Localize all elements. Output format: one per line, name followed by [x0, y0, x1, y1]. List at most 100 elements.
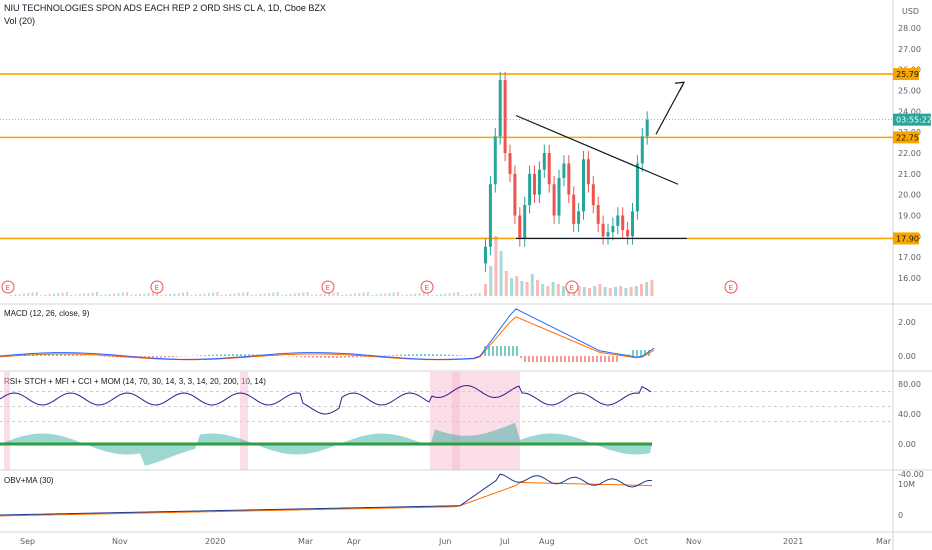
volume-bar — [323, 293, 326, 296]
macd-histogram-bar — [252, 354, 254, 356]
volume-bar — [207, 293, 210, 296]
volume-bar — [332, 292, 335, 296]
price-tick-label: 21.00 — [898, 170, 921, 179]
volume-bar — [405, 294, 408, 296]
volume-bar — [358, 293, 361, 296]
candle-body — [484, 246, 487, 264]
macd-histogram-bar — [212, 354, 214, 356]
current-price-label: 03:55:22 — [896, 116, 932, 125]
macd-histogram-bar — [296, 356, 298, 357]
volume-bar — [268, 293, 270, 296]
obv-ma-line — [0, 481, 653, 517]
macd-histogram-bar — [368, 356, 370, 357]
volume-bar — [113, 293, 116, 296]
macd-histogram-bar — [456, 355, 458, 356]
macd-histogram-bar — [528, 356, 530, 362]
macd-histogram-bar — [304, 356, 306, 358]
volume-bar — [134, 294, 137, 296]
obv-label: OBV+MA (30) — [4, 476, 54, 485]
earnings-marker — [565, 280, 579, 294]
macd-histogram-bar — [600, 356, 602, 362]
macd-histogram-bar — [168, 356, 170, 358]
volume-bar — [190, 295, 193, 296]
volume-bar — [169, 294, 172, 296]
candle-body — [586, 159, 590, 185]
volume-bar — [246, 292, 249, 296]
macd-histogram-bar — [340, 356, 342, 358]
macd-histogram-bar — [236, 354, 238, 356]
macd-histogram-bar — [312, 356, 314, 358]
rsi-line — [0, 385, 652, 415]
macd-histogram-bar — [432, 354, 434, 356]
volume-bar — [362, 292, 365, 296]
obv-tick-label: 0 — [898, 511, 903, 520]
candle-body — [542, 153, 546, 170]
volume-bar — [546, 286, 550, 296]
volume-bar — [216, 292, 219, 296]
volume-bar — [375, 294, 378, 296]
macd-histogram-bar — [52, 354, 54, 356]
macd-histogram-bar — [364, 356, 366, 357]
macd-histogram-bar — [440, 354, 442, 356]
volume-bar — [536, 280, 539, 296]
macd-histogram-bar — [572, 356, 574, 362]
obv-tick-label: 10M — [898, 480, 915, 489]
volume-bar — [186, 292, 189, 296]
volume-bar — [173, 293, 176, 296]
price-tick-label: 20.00 — [898, 191, 921, 200]
macd-histogram-bar — [592, 356, 594, 362]
volume-bar — [588, 288, 591, 296]
macd-histogram-bar — [408, 354, 410, 356]
macd-histogram-bar — [424, 354, 426, 356]
macd-histogram-bar — [228, 354, 230, 356]
candle-body — [493, 136, 497, 185]
macd-histogram-bar — [388, 355, 390, 356]
macd-histogram-bar — [616, 356, 618, 362]
volume-bar — [35, 292, 38, 296]
volume-bar — [289, 294, 292, 296]
macd-histogram-bar — [316, 356, 318, 358]
candle-body — [616, 215, 620, 226]
volume-bar — [74, 294, 77, 296]
volume-bar — [336, 292, 339, 296]
volume-bar — [354, 293, 356, 296]
x-axis-tick-label: 2020 — [205, 537, 225, 546]
macd-histogram-bar — [540, 356, 542, 362]
macd-histogram-bar — [348, 356, 350, 358]
macd-histogram-bar — [180, 356, 182, 357]
volume-bar — [44, 294, 47, 296]
macd-histogram-bar — [484, 346, 486, 356]
macd-histogram-bar — [500, 346, 502, 356]
macd-histogram-bar — [400, 354, 402, 356]
macd-histogram-bar — [260, 354, 262, 356]
volume-bar — [551, 282, 555, 296]
level-tag-label: 22.75 — [896, 133, 919, 142]
price-tick-label: 22.00 — [898, 149, 921, 158]
candle-body — [601, 223, 605, 237]
x-axis-tick-label: Apr — [347, 537, 362, 546]
volume-bar — [582, 287, 586, 296]
volume-bar — [634, 286, 638, 296]
x-axis-tick-label: Mar — [298, 537, 314, 546]
volume-bar — [139, 294, 141, 296]
volume-bar — [474, 293, 477, 296]
macd-histogram-bar — [200, 355, 202, 356]
macd-histogram-bar — [64, 354, 66, 356]
volume-bar — [465, 294, 468, 296]
macd-histogram-bar — [444, 354, 446, 356]
volume-bar — [293, 293, 296, 296]
currency-label: USD — [902, 7, 919, 16]
projection-arrow — [655, 83, 684, 135]
volume-bar — [414, 293, 417, 296]
macd-histogram-bar — [32, 354, 34, 356]
price-tick-label: 17.00 — [898, 253, 921, 262]
volume-bar — [272, 292, 275, 296]
volume-bar — [156, 292, 159, 296]
volume-bar — [541, 284, 545, 296]
macd-label: MACD (12, 26, close, 9) — [4, 309, 90, 318]
macd-histogram-bar — [648, 350, 650, 356]
macd-histogram-bar — [632, 350, 634, 356]
macd-histogram-bar — [620, 354, 622, 356]
macd-histogram-bar — [520, 356, 522, 358]
